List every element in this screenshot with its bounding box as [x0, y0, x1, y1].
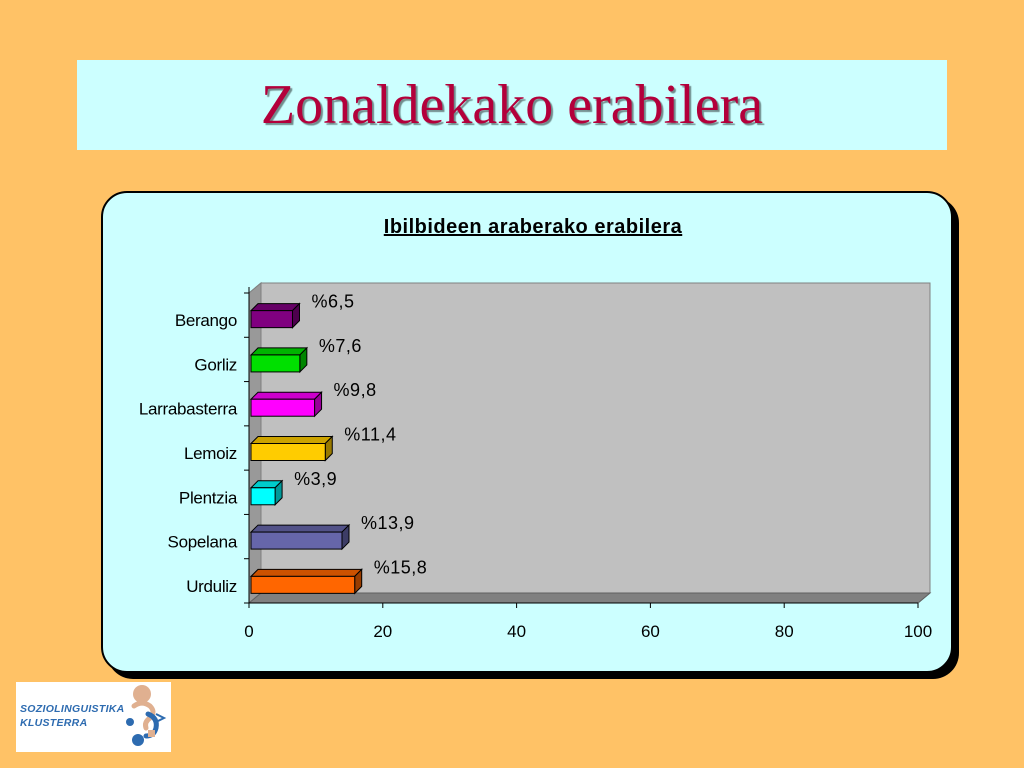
chart-title: Ibilbideen araberako erabilera — [384, 216, 683, 238]
category-label: Larrabasterra — [139, 400, 238, 419]
category-label: Berango — [175, 311, 237, 330]
data-label: %13,9 — [361, 513, 415, 533]
bar-top-lemoiz — [249, 436, 334, 444]
x-tick-label: 60 — [641, 622, 660, 641]
bar-top-larrabasterra — [249, 391, 323, 400]
bar-top-gorliz — [249, 347, 309, 356]
x-tick-label: 100 — [904, 622, 932, 641]
x-tick-label: 0 — [244, 622, 253, 641]
category-label: Sopelana — [168, 533, 238, 552]
bar-top-urduliz — [249, 568, 363, 577]
slide-title: Zonaldekako erabilera — [260, 74, 764, 136]
logo-text: SOZIOLINGUISTIKA KLUSTERRA — [20, 702, 128, 730]
x-tick-label: 40 — [507, 622, 526, 641]
x-tick-label: 20 — [373, 622, 392, 641]
data-label: %15,8 — [374, 557, 428, 577]
logo-line-1: SOZIOLINGUISTIKA — [20, 703, 125, 715]
chart-panel: Ibilbideen araberako erabilera 0 20 40 60 80 1… — [101, 191, 953, 673]
data-label: %3,9 — [294, 469, 337, 489]
bar-chart: Ibilbideen araberako erabilera 0 20 40 60 80 1… — [139, 216, 932, 641]
data-label: %7,6 — [319, 336, 362, 356]
title-band: Zonaldekako erabilera — [77, 60, 947, 150]
bar-top-berango — [249, 303, 301, 312]
data-label: %9,8 — [334, 380, 377, 400]
data-label: %11,4 — [344, 425, 396, 445]
bar-gorliz — [250, 354, 301, 373]
logo-line-2: KLUSTERRA — [20, 717, 88, 729]
category-label: Plentzia — [179, 488, 238, 507]
bar-lemoiz — [250, 443, 326, 461]
bar-urduliz — [250, 575, 356, 594]
x-tick-label: 80 — [775, 622, 794, 641]
plot-floor — [247, 592, 932, 604]
bar-plentzia — [250, 487, 276, 506]
category-label: Urduliz — [186, 577, 237, 596]
bar-berango — [250, 310, 293, 329]
bar-top-sopelana — [249, 524, 351, 533]
data-label: %6,5 — [311, 292, 354, 312]
logo-mark-icon — [126, 685, 167, 746]
bar-sopelana — [250, 531, 343, 550]
bar-larrabasterra — [250, 398, 316, 417]
category-label: Gorliz — [194, 355, 237, 374]
klusterra-logo: SOZIOLINGUISTIKA KLUSTERRA — [16, 682, 171, 752]
category-label: Lemoiz — [184, 444, 237, 463]
